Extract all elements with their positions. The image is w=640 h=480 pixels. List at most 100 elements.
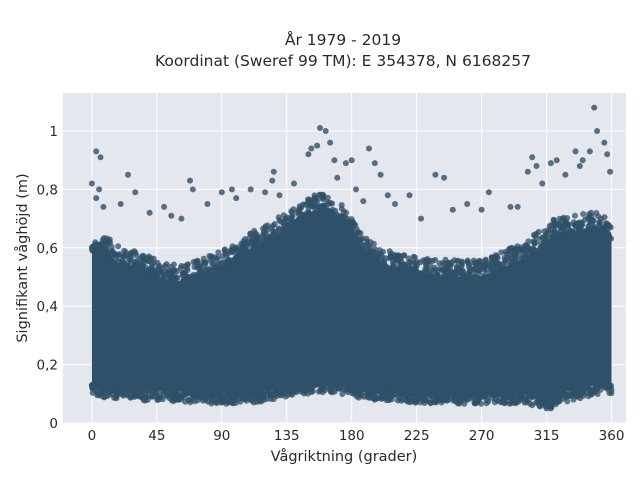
scatter-point [244,242,251,249]
scatter-point [432,171,439,178]
scatter-point [528,247,535,254]
scatter-point [202,397,209,403]
scatter-point [270,230,277,237]
scatter-point [547,238,554,245]
scatter-point [360,198,367,205]
scatter-point [187,389,193,396]
scatter-point [425,397,432,404]
scatter-point [213,390,220,397]
scatter-point [356,241,363,248]
scatter-point [556,393,563,400]
x-tick-label: 180 [339,428,365,444]
scatter-point [586,211,593,218]
scatter-point [478,393,485,400]
scatter-point [126,387,133,394]
scatter-point [93,148,100,155]
scatter-point [574,386,581,392]
scatter-point [350,236,357,242]
scatter-point [433,399,440,406]
scatter-point [291,180,297,187]
scatter-point [551,228,558,235]
x-axis-ticks: 0 45 90 135 180 225 270 315 360 [88,428,625,444]
scatter-point [210,260,217,267]
scatter-point [273,387,280,394]
scatter-point [123,265,130,272]
scatter-point [520,255,527,262]
scatter-point [349,390,355,397]
scatter-point [432,256,439,263]
scatter-point [363,252,370,259]
scatter-point [406,192,413,199]
scatter-point [208,253,215,260]
scatter-point [189,397,196,404]
scatter-point [232,397,239,404]
scatter-point [106,391,113,398]
scatter-point [353,226,360,233]
scatter-point [394,269,400,276]
scatter-point [269,177,276,184]
scatter-point [601,139,608,146]
y-tick-label: 1 [49,124,58,140]
scatter-point [482,257,489,264]
scatter-point [431,267,438,274]
scatter-point [472,260,479,267]
scatter-point [376,247,383,254]
scatter-point [460,390,467,397]
scatter-point [191,264,198,270]
scatter-point [379,253,385,260]
scatter-point [163,261,170,268]
scatter-point [474,398,481,405]
scatter-point [559,216,566,222]
scatter-point [586,387,593,393]
y-tick-label: 0,8 [37,182,58,198]
scatter-point [513,245,520,252]
scatter-point [282,231,289,238]
scatter-point [366,394,373,401]
scatter-point [348,230,355,237]
scatter-point [171,278,178,285]
scatter-point [342,160,349,167]
scatter-point [334,174,341,181]
x-tick-label: 90 [213,428,230,444]
scatter-point [117,201,124,207]
scatter-point [594,128,601,134]
y-axis-label: Signifikant våghöjd (m) [14,173,31,342]
scatter-point [140,266,147,273]
scatter-point [161,203,168,210]
scatter-point [427,273,433,280]
scatter-point [263,396,270,403]
scatter-point [320,206,327,213]
scatter-point [514,203,521,210]
scatter-point [401,393,408,400]
scatter-point [445,396,452,403]
scatter-point [249,247,256,254]
scatter-point [488,390,495,397]
y-tick-label: 0,2 [37,358,58,374]
scatter-point [508,390,515,397]
scatter-point [238,240,245,247]
scatter-point [305,151,312,158]
scatter-point [524,168,531,175]
scatter-point [260,231,267,238]
scatter-point [332,382,339,389]
y-axis-ticks: 0 0,2 0,4 0,6 0,8 1 [37,124,58,432]
scatter-point [130,393,136,400]
scatter-point [96,186,103,193]
scatter-point [285,385,291,392]
scatter-point [176,281,183,288]
scatter-point [319,191,326,198]
scatter-point [418,273,425,279]
scatter-point [299,383,306,390]
scatter-point [131,259,138,265]
scatter-point [504,254,511,261]
scatter-point [220,265,227,272]
scatter-point [319,389,326,396]
scatter-point [390,251,397,258]
y-tick-label: 0,4 [37,299,58,315]
scatter-point [564,215,571,222]
scatter-point [446,260,453,267]
scatter-point [309,388,316,395]
scatter-point [558,225,565,231]
scatter-point [148,260,155,267]
scatter-point [546,223,553,230]
